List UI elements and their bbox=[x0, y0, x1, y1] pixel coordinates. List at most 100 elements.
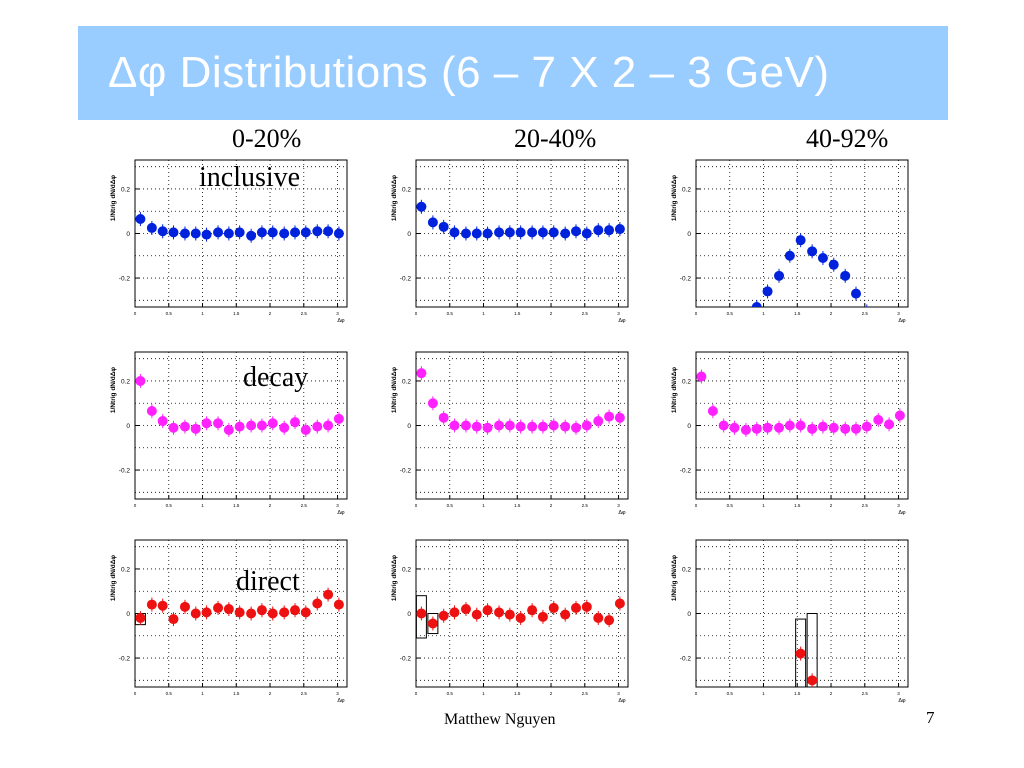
y-tick-label: 0 bbox=[407, 231, 411, 238]
x-tick-label: 1.5 bbox=[233, 311, 240, 316]
data-point bbox=[851, 288, 862, 299]
y-tick-label: 0 bbox=[687, 231, 691, 238]
x-tick-label: 1 bbox=[482, 503, 485, 508]
y-tick-label: 0 bbox=[126, 231, 130, 238]
data-point bbox=[179, 421, 190, 432]
x-tick-label: 1.5 bbox=[794, 691, 801, 696]
data-point bbox=[312, 226, 323, 237]
x-tick-label: 3 bbox=[336, 503, 339, 508]
x-tick-label: 1.5 bbox=[794, 503, 801, 508]
data-point bbox=[795, 648, 806, 659]
x-tick-label: 2 bbox=[830, 311, 833, 316]
panel-decay-2: -0.2 0 0.2 0 0.5 1 1.5 2 2.5 3 1/Ntrig dN/dΔφ Δφ bbox=[671, 351, 909, 516]
page-number: 7 bbox=[926, 708, 935, 727]
data-points bbox=[135, 373, 344, 437]
data-point bbox=[581, 228, 592, 239]
x-tick-label: 2 bbox=[830, 503, 833, 508]
data-point bbox=[438, 610, 449, 621]
x-tick-label: 1 bbox=[201, 311, 204, 316]
y-axis-title: 1/Ntrig dN/dΔφ bbox=[391, 367, 398, 414]
data-point bbox=[884, 419, 895, 430]
panel-inclusive-0: -0.2 0 0.2 0 0.5 1 1.5 2 2.5 3 1/Ntrig dN/dΔφ Δφ bbox=[110, 159, 348, 324]
data-point bbox=[256, 227, 267, 238]
data-point bbox=[190, 423, 201, 434]
x-tick-label: 2.5 bbox=[301, 503, 308, 508]
y-tick-label: -0.2 bbox=[680, 276, 692, 283]
data-point bbox=[290, 417, 301, 428]
data-point bbox=[416, 608, 427, 619]
data-point bbox=[168, 614, 179, 625]
data-point bbox=[548, 602, 559, 613]
data-point bbox=[201, 607, 212, 618]
data-point bbox=[223, 604, 234, 615]
slide-title: Δφ Distributions (6 – 7 X 2 – 3 GeV) bbox=[108, 48, 830, 97]
x-tick-label: 1 bbox=[762, 311, 765, 316]
x-tick-label: 0 bbox=[695, 311, 698, 316]
data-points bbox=[696, 369, 905, 437]
data-point bbox=[471, 228, 482, 239]
data-point bbox=[267, 227, 278, 238]
data-point bbox=[751, 423, 762, 434]
data-point bbox=[427, 398, 438, 409]
x-axis-title: Δφ bbox=[898, 698, 906, 704]
data-point bbox=[784, 420, 795, 431]
panel-direct-2: -0.2 0 0.2 0 0.5 1 1.5 2 2.5 3 1/Ntrig dN/dΔφ Δφ bbox=[671, 539, 909, 704]
data-point bbox=[333, 228, 344, 239]
data-point bbox=[157, 416, 168, 427]
data-point bbox=[312, 598, 323, 609]
x-axis-title: Δφ bbox=[898, 510, 906, 516]
data-point bbox=[571, 226, 582, 237]
x-tick-label: 3 bbox=[336, 691, 339, 696]
row-label-inclusive: inclusive bbox=[199, 162, 301, 193]
data-point bbox=[190, 608, 201, 619]
data-point bbox=[571, 422, 582, 433]
y-axis-title: 1/Ntrig dN/dΔφ bbox=[110, 367, 117, 414]
x-tick-label: 0 bbox=[134, 691, 137, 696]
data-point bbox=[312, 421, 323, 432]
data-point bbox=[560, 609, 571, 620]
x-tick-label: 2 bbox=[269, 691, 272, 696]
x-tick-label: 0.5 bbox=[727, 503, 734, 508]
data-point bbox=[774, 422, 785, 433]
data-point bbox=[279, 422, 290, 433]
data-point bbox=[828, 259, 839, 270]
data-point bbox=[571, 602, 582, 613]
y-axis-title: 1/Ntrig dN/dΔφ bbox=[671, 555, 678, 602]
data-point bbox=[614, 598, 625, 609]
data-points bbox=[795, 613, 818, 687]
data-point bbox=[234, 421, 245, 432]
x-tick-label: 2.5 bbox=[301, 691, 308, 696]
data-point bbox=[279, 228, 290, 239]
data-point bbox=[471, 421, 482, 432]
data-point bbox=[146, 222, 157, 233]
x-tick-label: 1 bbox=[201, 691, 204, 696]
y-tick-label: 0 bbox=[126, 423, 130, 430]
x-tick-label: 3 bbox=[617, 311, 620, 316]
data-point bbox=[494, 607, 505, 618]
data-point bbox=[246, 608, 257, 619]
data-point bbox=[604, 615, 615, 626]
data-point bbox=[762, 422, 773, 433]
data-point bbox=[593, 612, 604, 623]
data-point bbox=[333, 413, 344, 424]
x-axis-title: Δφ bbox=[618, 698, 626, 704]
data-point bbox=[494, 227, 505, 238]
data-point bbox=[560, 228, 571, 239]
data-point bbox=[861, 421, 872, 432]
data-point bbox=[323, 420, 334, 431]
panel-decay-0: -0.2 0 0.2 0 0.5 1 1.5 2 2.5 3 1/Ntrig dN/dΔφ Δφ bbox=[110, 351, 348, 516]
y-tick-label: 0.2 bbox=[402, 378, 411, 385]
data-point bbox=[201, 418, 212, 429]
x-tick-label: 0 bbox=[134, 503, 137, 508]
row-label-direct: direct bbox=[236, 566, 300, 597]
y-tick-label: 0 bbox=[687, 423, 691, 430]
y-tick-label: -0.2 bbox=[119, 276, 131, 283]
data-point bbox=[784, 250, 795, 261]
x-tick-label: 2.5 bbox=[582, 311, 589, 316]
data-point bbox=[256, 420, 267, 431]
data-point bbox=[482, 422, 493, 433]
data-point bbox=[527, 605, 538, 616]
y-tick-label: 0.2 bbox=[121, 186, 130, 193]
x-tick-label: 1.5 bbox=[233, 503, 240, 508]
data-points bbox=[416, 199, 625, 241]
